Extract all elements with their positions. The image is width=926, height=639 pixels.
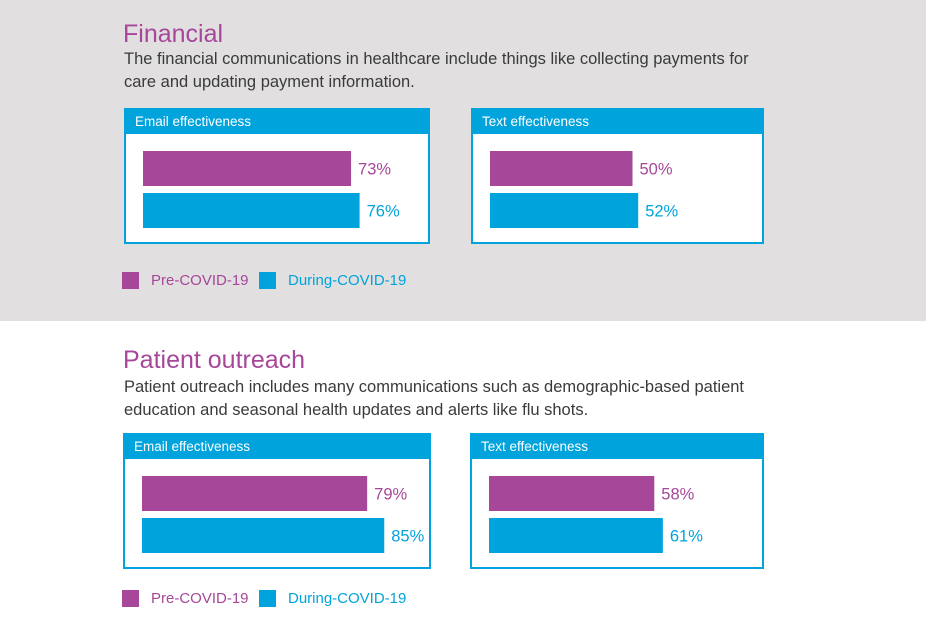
bar-pre [142,476,368,511]
financial-email-bars: 73% 76% [143,151,400,228]
outreach-text-chart: Text effectiveness 58% 61% [470,433,764,569]
financial-text-bars: 50% 52% [490,151,679,228]
bar-during [489,518,663,553]
chart-title: Text effectiveness [472,435,762,459]
data-label: 79% [374,486,407,504]
bar-during [143,193,360,228]
data-label: 50% [640,161,673,179]
chart-title: Email effectiveness [125,435,429,459]
data-label: 58% [661,486,694,504]
legend-swatch-during [259,272,276,289]
financial-email-chart: Email effectiveness 73% 76% [124,108,430,244]
bar-during [142,518,385,553]
outreach-text-bars: 58% 61% [489,476,703,553]
outreach-email-chart: Email effectiveness 79% 85% [123,433,431,569]
section-title: Patient outreach [123,346,306,374]
data-label: 61% [670,528,703,546]
bar-pre [490,151,633,186]
outreach-email-bars: 79% 85% [142,476,425,553]
bar-pre [143,151,352,186]
chart-title: Email effectiveness [126,110,428,134]
bar-during [490,193,639,228]
data-label: 52% [645,203,678,221]
section-description: The financial communications in healthca… [124,50,749,91]
legend-label-during: During-COVID-19 [288,590,407,607]
section-title: Financial [123,20,224,48]
patient-outreach-section: Patient outreach Patient outreach includ… [0,321,926,639]
legend-label-pre: Pre-COVID-19 [151,590,249,607]
legend-swatch-pre [122,590,139,607]
legend-swatch-pre [122,272,139,289]
legend-label-pre: Pre-COVID-19 [151,272,249,289]
chart-title: Text effectiveness [473,110,762,134]
bar-pre [489,476,655,511]
section-description: Patient outreach includes many communica… [124,378,745,419]
legend-swatch-during [259,590,276,607]
data-label: 73% [358,161,391,179]
financial-section: Financial The financial communications i… [0,0,926,321]
data-label: 76% [367,203,400,221]
data-label: 85% [391,528,424,546]
financial-text-chart: Text effectiveness 50% 52% [471,108,764,244]
legend-label-during: During-COVID-19 [288,272,407,289]
